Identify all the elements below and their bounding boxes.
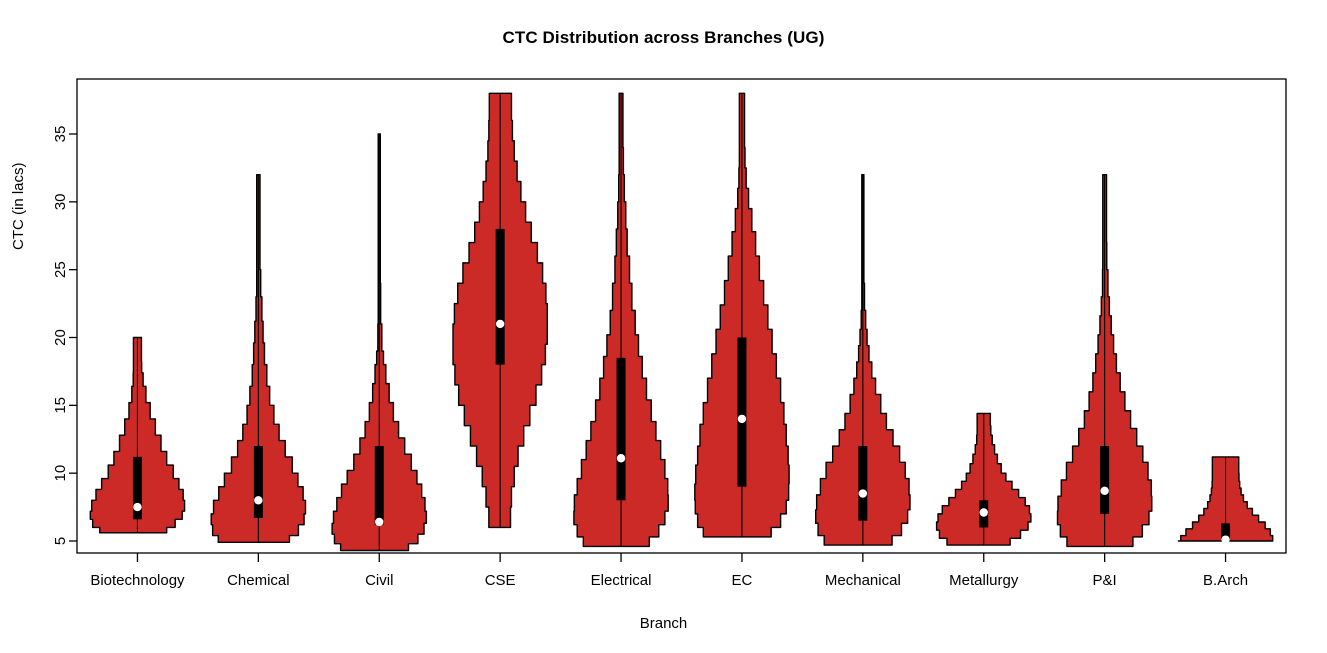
- y-tick-label: 5: [52, 537, 69, 545]
- iqr-box: [132, 456, 142, 520]
- violin-biotechnology[interactable]: [89, 336, 186, 534]
- iqr-box: [737, 337, 747, 487]
- median-point: [858, 489, 868, 498]
- page-title: CTC Distribution across Branches (UG): [502, 28, 825, 47]
- x-tick-label: Biotechnology: [90, 572, 185, 589]
- iqr-box: [1221, 523, 1231, 541]
- median-point: [375, 517, 384, 527]
- y-tick-label: 10: [52, 465, 69, 482]
- plot-frame: [76, 78, 1287, 554]
- violin-mechanical[interactable]: [815, 174, 911, 546]
- iqr-box: [495, 228, 505, 365]
- x-tick-label: Civil: [365, 572, 393, 589]
- violin-civil[interactable]: [331, 133, 428, 552]
- x-axis: Biotechnology Chemical Civil CSE Electrical E…: [90, 553, 1248, 589]
- violin-metallurgy[interactable]: [935, 412, 1032, 546]
- x-tick-label: EC: [732, 572, 753, 589]
- x-tick-label: P&I: [1093, 572, 1117, 589]
- violin-electrical[interactable]: [573, 92, 669, 548]
- plot-border: [76, 78, 1287, 554]
- iqr-box: [616, 357, 626, 501]
- median-point: [979, 508, 988, 517]
- y-tick-label: 30: [52, 193, 69, 210]
- y-axis: 5 10 15 20 25 30 35: [52, 126, 77, 545]
- median-point: [616, 454, 626, 463]
- violin-series-group: [89, 92, 1274, 552]
- iqr-box: [858, 446, 868, 521]
- median-point: [1221, 535, 1230, 544]
- iqr-box: [1100, 446, 1110, 514]
- violin-ec[interactable]: [694, 92, 790, 538]
- x-tick-label: Mechanical: [825, 572, 901, 589]
- iqr-box: [374, 446, 384, 525]
- x-tick-label: Metallurgy: [949, 572, 1019, 589]
- median-point: [1100, 486, 1109, 496]
- median-point: [495, 319, 505, 329]
- x-axis-title: Branch: [639, 615, 688, 632]
- x-tick-label: CSE: [485, 572, 516, 589]
- y-tick-label: 25: [52, 261, 69, 278]
- median-point: [254, 496, 263, 505]
- iqr-box: [253, 446, 263, 518]
- violin-b-arch[interactable]: [1177, 456, 1274, 544]
- y-tick-label: 15: [52, 397, 69, 414]
- x-tick-label: B.Arch: [1203, 572, 1248, 589]
- violin-cse[interactable]: [452, 92, 548, 529]
- violin-chemical[interactable]: [210, 174, 307, 544]
- y-tick-label: 35: [52, 126, 69, 143]
- median-point: [737, 414, 747, 424]
- median-point: [133, 502, 142, 512]
- x-tick-label: Chemical: [227, 572, 290, 589]
- y-tick-label: 20: [52, 329, 69, 346]
- x-tick-label: Electrical: [591, 572, 652, 589]
- violin-p-i[interactable]: [1056, 174, 1153, 548]
